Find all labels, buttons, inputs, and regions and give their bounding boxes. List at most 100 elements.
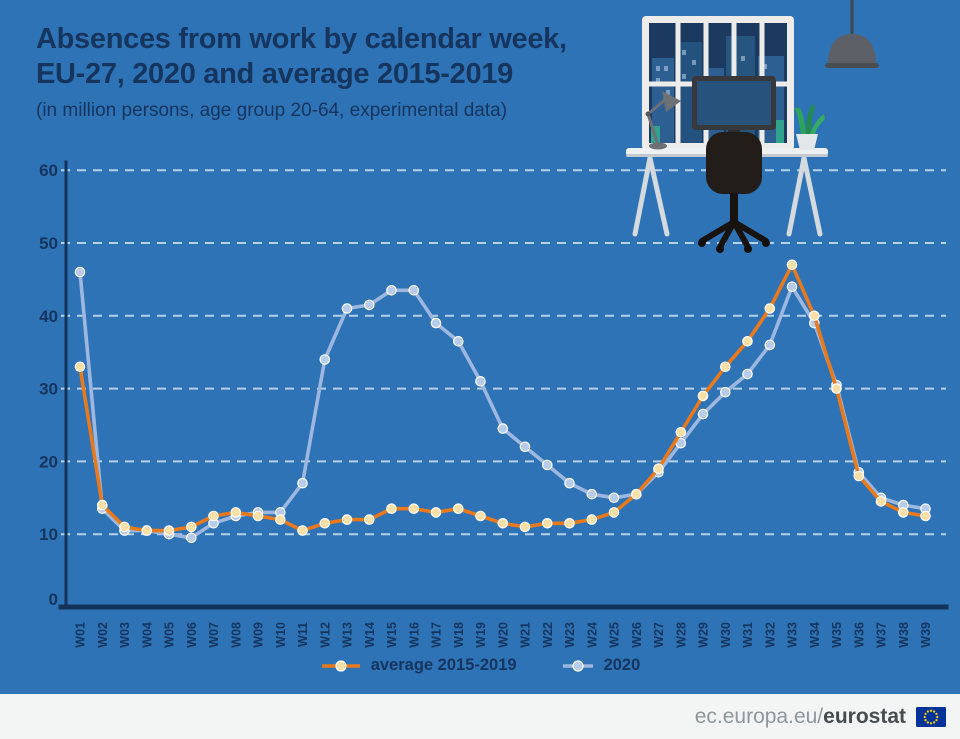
data-point-average-2015-2019 <box>274 514 286 525</box>
x-axis-labels: W01 W02 W03 W04 W05 W06 W07 W08 W09 W10 W11 W12 W13 W… <box>74 622 934 648</box>
x-axis-tick-label: W07 <box>207 622 221 648</box>
x-axis-tick-label: W29 <box>697 622 711 648</box>
x-axis-tick-label: W18 <box>452 622 466 648</box>
y-axis-tick-label: 20 <box>39 452 58 471</box>
x-axis-tick-label: W35 <box>830 622 844 648</box>
page-title: Absences from work by calendar week, EU-… <box>36 22 567 93</box>
x-axis-tick-label: W05 <box>163 622 177 648</box>
eu-flag-star <box>929 709 933 712</box>
x-axis-tick-label: W15 <box>385 622 399 648</box>
y-axis-tick-label: 40 <box>39 307 58 326</box>
office-chair-icon <box>698 132 770 253</box>
data-point-2020 <box>697 408 709 420</box>
x-axis-tick-label: W02 <box>96 622 110 648</box>
y-axis-tick-label: 0 <box>49 590 58 609</box>
plant-icon <box>794 104 825 150</box>
data-point-average-2015-2019 <box>408 503 420 514</box>
x-axis-tick-label: W23 <box>563 622 577 648</box>
data-point-2020 <box>297 477 308 489</box>
data-point-2020 <box>74 266 86 278</box>
data-point-average-2015-2019 <box>452 503 464 514</box>
x-axis-tick-label: W21 <box>519 622 533 648</box>
x-axis-tick-label: W19 <box>474 622 488 648</box>
x-axis-tick-label: W28 <box>674 622 688 648</box>
data-point-2020 <box>186 532 197 544</box>
x-axis-tick-label: W11 <box>296 622 310 647</box>
x-axis-tick-label: W31 <box>741 622 755 648</box>
eu-flag-star <box>923 715 926 718</box>
data-point-2020 <box>475 376 486 387</box>
data-point-average-2015-2019 <box>386 503 397 514</box>
data-point-2020 <box>386 285 397 296</box>
data-point-average-2015-2019 <box>519 521 531 533</box>
data-point-average-2015-2019 <box>297 525 308 536</box>
data-point-average-2015-2019 <box>497 517 509 529</box>
data-point-2020 <box>786 281 798 292</box>
x-axis-tick-label: W03 <box>118 622 132 648</box>
footer-url: ec.europa.eu/eurostat <box>695 705 906 729</box>
eu-flag-star <box>926 709 929 713</box>
data-point-average-2015-2019 <box>475 510 486 522</box>
legend-item-average: average 2015-2019 <box>320 656 517 675</box>
x-axis-tick-label: W22 <box>541 622 555 648</box>
eu-flag-icon <box>916 706 946 727</box>
footer: ec.europa.eu/eurostat <box>0 694 960 739</box>
data-point-average-2015-2019 <box>230 507 242 518</box>
data-point-2020 <box>742 368 753 380</box>
data-point-average-2015-2019 <box>341 514 353 525</box>
data-point-average-2015-2019 <box>808 310 820 322</box>
data-point-average-2015-2019 <box>252 510 264 522</box>
x-axis-tick-label: W37 <box>875 622 889 648</box>
eu-flag-star <box>936 715 939 718</box>
x-axis-tick-label: W38 <box>897 622 911 648</box>
data-point-average-2015-2019 <box>586 514 598 525</box>
data-point-average-2015-2019 <box>319 517 331 529</box>
chart-axes <box>58 160 949 610</box>
data-point-average-2015-2019 <box>630 488 642 500</box>
x-axis-tick-label: W36 <box>852 622 866 648</box>
data-point-average-2015-2019 <box>74 361 86 373</box>
data-point-average-2015-2019 <box>186 521 197 533</box>
data-point-average-2015-2019 <box>541 517 553 529</box>
data-point-2020 <box>408 285 420 296</box>
x-axis-tick-label: W33 <box>786 622 800 648</box>
data-point-average-2015-2019 <box>653 463 664 474</box>
legend-marker-average-icon <box>321 659 360 672</box>
y-axis-tick-label: 50 <box>39 234 58 253</box>
y-axis-tick-label: 60 <box>39 161 58 180</box>
data-point-2020 <box>363 299 375 311</box>
data-point-average-2015-2019 <box>764 303 776 314</box>
footer-url-prefix: ec.europa.eu/ <box>694 704 824 728</box>
data-point-average-2015-2019 <box>675 426 687 438</box>
x-axis-tick-label: W10 <box>274 622 288 648</box>
data-point-average-2015-2019 <box>831 383 842 394</box>
x-axis-tick-label: W06 <box>185 622 199 648</box>
x-axis-tick-label: W39 <box>919 622 933 648</box>
x-axis-tick-label: W20 <box>496 622 510 648</box>
data-point-2020 <box>452 336 464 347</box>
data-point-2020 <box>497 423 509 434</box>
data-point-average-2015-2019 <box>920 510 931 522</box>
data-point-2020 <box>586 488 598 500</box>
y-axis-tick-label: 10 <box>39 525 58 544</box>
title-line1: Absences from work by calendar week, <box>36 23 567 55</box>
data-point-average-2015-2019 <box>608 507 620 518</box>
x-axis-tick-label: W14 <box>363 622 377 648</box>
data-point-average-2015-2019 <box>430 507 442 518</box>
x-axis-tick-label: W30 <box>719 622 733 648</box>
data-point-average-2015-2019 <box>875 496 887 507</box>
data-point-2020 <box>319 354 331 365</box>
data-point-2020 <box>719 386 731 398</box>
data-point-average-2015-2019 <box>363 514 375 525</box>
chart-series <box>74 259 931 544</box>
eu-flag-star <box>924 712 927 715</box>
x-axis-tick-label: W24 <box>585 622 599 648</box>
x-axis-tick-label: W32 <box>763 622 777 648</box>
chart-legend: average 2015-2019 2020 <box>0 656 960 675</box>
data-point-average-2015-2019 <box>97 499 108 511</box>
footer-url-brand: eurostat <box>823 704 906 728</box>
legend-label-average: average 2015-2019 <box>370 656 517 674</box>
chart-header: Absences from work by calendar week, EU-… <box>36 22 567 122</box>
